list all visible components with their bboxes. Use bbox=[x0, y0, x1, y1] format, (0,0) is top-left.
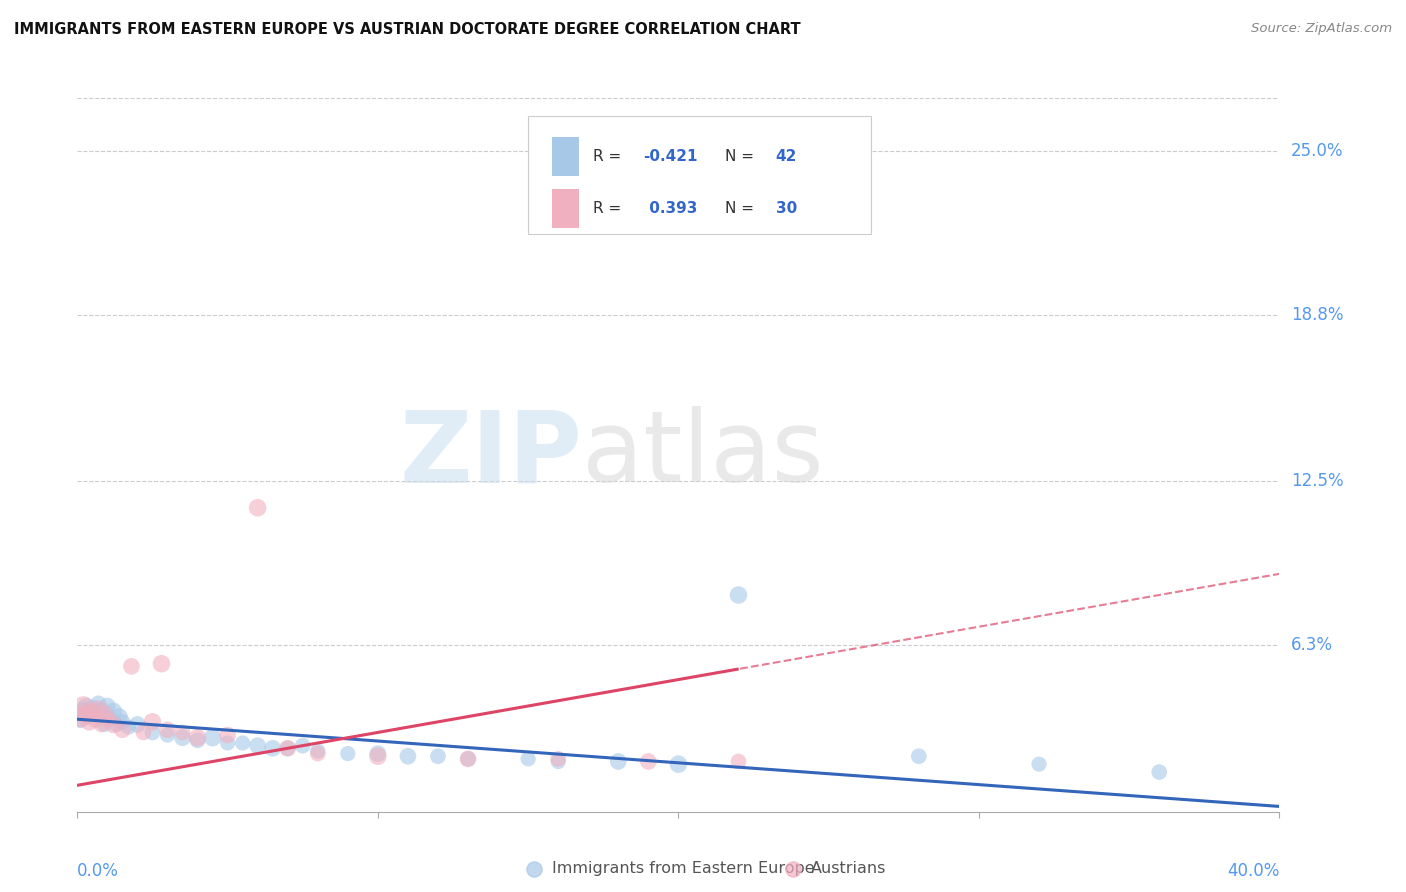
Point bbox=[75, 706, 97, 721]
Text: 42: 42 bbox=[776, 149, 797, 164]
Point bbox=[427, 749, 450, 764]
Point bbox=[457, 752, 479, 766]
Text: ZIP: ZIP bbox=[399, 407, 582, 503]
Point bbox=[547, 755, 569, 769]
Point bbox=[517, 752, 540, 766]
Point bbox=[307, 747, 329, 761]
Point bbox=[96, 712, 118, 726]
Point bbox=[87, 697, 110, 711]
Text: 25.0%: 25.0% bbox=[1291, 142, 1343, 160]
Point bbox=[217, 736, 239, 750]
Point bbox=[186, 731, 209, 745]
Point bbox=[69, 712, 91, 726]
Text: 0.393: 0.393 bbox=[644, 201, 697, 216]
Point bbox=[396, 749, 419, 764]
Point bbox=[127, 717, 149, 731]
Text: IMMIGRANTS FROM EASTERN EUROPE VS AUSTRIAN DOCTORATE DEGREE CORRELATION CHART: IMMIGRANTS FROM EASTERN EUROPE VS AUSTRI… bbox=[14, 22, 800, 37]
Text: Immigrants from Eastern Europe: Immigrants from Eastern Europe bbox=[553, 862, 815, 876]
Point bbox=[72, 704, 94, 718]
Point bbox=[217, 728, 239, 742]
Point bbox=[87, 701, 110, 715]
Point bbox=[111, 714, 134, 729]
Point bbox=[668, 757, 690, 772]
Point bbox=[172, 731, 194, 745]
Point bbox=[82, 704, 104, 718]
Point bbox=[117, 720, 139, 734]
Point bbox=[79, 709, 101, 723]
Point bbox=[727, 755, 749, 769]
Text: -0.421: -0.421 bbox=[644, 149, 697, 164]
Point bbox=[93, 717, 115, 731]
Point bbox=[246, 500, 269, 515]
FancyBboxPatch shape bbox=[529, 116, 870, 234]
Point bbox=[105, 717, 128, 731]
Point bbox=[103, 717, 125, 731]
Point bbox=[457, 752, 479, 766]
Point bbox=[96, 698, 118, 713]
Text: atlas: atlas bbox=[582, 407, 824, 503]
Point bbox=[111, 723, 134, 737]
Point bbox=[82, 701, 104, 715]
Point bbox=[100, 712, 122, 726]
Text: 40.0%: 40.0% bbox=[1227, 862, 1279, 880]
Point bbox=[90, 704, 112, 718]
Text: 18.8%: 18.8% bbox=[1291, 306, 1343, 324]
Text: 12.5%: 12.5% bbox=[1291, 473, 1343, 491]
Point bbox=[307, 744, 329, 758]
Point bbox=[72, 698, 94, 713]
Point bbox=[908, 749, 931, 764]
Point bbox=[367, 747, 389, 761]
Point bbox=[93, 706, 115, 721]
Point bbox=[262, 741, 284, 756]
Point bbox=[150, 657, 173, 671]
Point bbox=[120, 659, 142, 673]
Text: R =: R = bbox=[593, 201, 626, 216]
Point bbox=[90, 717, 112, 731]
Text: 0.0%: 0.0% bbox=[77, 862, 120, 880]
Point bbox=[367, 749, 389, 764]
Point bbox=[201, 731, 224, 745]
Point bbox=[246, 739, 269, 753]
Point bbox=[79, 714, 101, 729]
Point bbox=[727, 588, 749, 602]
FancyBboxPatch shape bbox=[553, 189, 579, 228]
Point bbox=[132, 725, 155, 739]
Point bbox=[277, 741, 299, 756]
Point bbox=[1028, 757, 1050, 772]
Point bbox=[108, 709, 131, 723]
Text: Source: ZipAtlas.com: Source: ZipAtlas.com bbox=[1251, 22, 1392, 36]
Point bbox=[186, 733, 209, 747]
Point bbox=[291, 739, 314, 753]
Point bbox=[277, 741, 299, 756]
Point bbox=[141, 725, 163, 739]
Point bbox=[69, 709, 91, 723]
Point bbox=[84, 712, 107, 726]
Text: N =: N = bbox=[725, 201, 759, 216]
Point bbox=[156, 723, 179, 737]
Point bbox=[637, 755, 659, 769]
Point bbox=[75, 698, 97, 713]
Point bbox=[1149, 765, 1171, 780]
Text: 6.3%: 6.3% bbox=[1291, 636, 1333, 654]
Point bbox=[336, 747, 359, 761]
Point bbox=[232, 736, 254, 750]
Point bbox=[103, 704, 125, 718]
Text: Austrians: Austrians bbox=[811, 862, 886, 876]
FancyBboxPatch shape bbox=[553, 137, 579, 177]
Text: N =: N = bbox=[725, 149, 759, 164]
Text: R =: R = bbox=[593, 149, 626, 164]
Point bbox=[607, 755, 630, 769]
Point bbox=[547, 752, 569, 766]
Point bbox=[172, 725, 194, 739]
Point bbox=[141, 714, 163, 729]
Point bbox=[84, 706, 107, 721]
Point bbox=[156, 728, 179, 742]
Text: 30: 30 bbox=[776, 201, 797, 216]
